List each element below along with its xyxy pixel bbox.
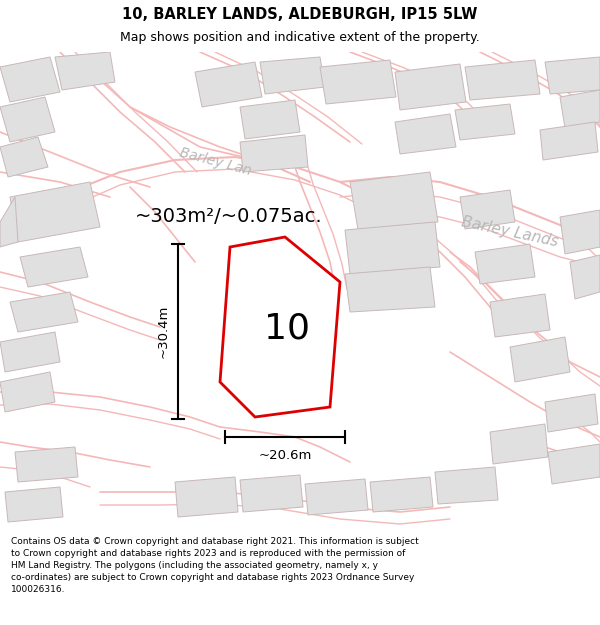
Polygon shape [510, 337, 570, 382]
Polygon shape [560, 210, 600, 254]
Text: ~20.6m: ~20.6m [259, 449, 311, 462]
Polygon shape [345, 267, 435, 312]
Polygon shape [370, 477, 433, 512]
Polygon shape [455, 104, 515, 140]
Polygon shape [560, 90, 600, 128]
Polygon shape [10, 292, 78, 332]
Polygon shape [395, 114, 456, 154]
Polygon shape [175, 477, 238, 517]
Text: Map shows position and indicative extent of the property.: Map shows position and indicative extent… [120, 31, 480, 44]
Polygon shape [20, 247, 88, 287]
Polygon shape [320, 60, 396, 104]
Text: Barley Lands: Barley Lands [460, 214, 560, 249]
Polygon shape [220, 237, 340, 417]
Polygon shape [345, 222, 440, 274]
Polygon shape [5, 487, 63, 522]
Polygon shape [490, 294, 550, 337]
Polygon shape [570, 255, 600, 299]
Polygon shape [0, 137, 48, 177]
Polygon shape [0, 197, 18, 247]
Polygon shape [548, 444, 600, 484]
Polygon shape [395, 64, 466, 110]
Text: Barley Lan: Barley Lan [178, 146, 253, 178]
Polygon shape [490, 424, 548, 464]
Text: Contains OS data © Crown copyright and database right 2021. This information is : Contains OS data © Crown copyright and d… [11, 537, 419, 594]
Text: 10: 10 [263, 312, 310, 346]
Polygon shape [195, 62, 262, 107]
Polygon shape [240, 100, 300, 139]
Polygon shape [545, 394, 598, 432]
Polygon shape [0, 332, 60, 372]
Text: ~303m²/~0.075ac.: ~303m²/~0.075ac. [135, 208, 323, 226]
Polygon shape [465, 60, 540, 100]
Text: ~30.4m: ~30.4m [157, 305, 170, 358]
Polygon shape [0, 97, 55, 142]
Polygon shape [435, 467, 498, 504]
Polygon shape [0, 57, 60, 102]
Polygon shape [460, 190, 515, 229]
Polygon shape [475, 244, 535, 284]
Polygon shape [0, 372, 55, 412]
Text: 10, BARLEY LANDS, ALDEBURGH, IP15 5LW: 10, BARLEY LANDS, ALDEBURGH, IP15 5LW [122, 6, 478, 21]
Polygon shape [545, 57, 600, 94]
Polygon shape [240, 135, 308, 172]
Polygon shape [55, 52, 115, 90]
Polygon shape [240, 475, 303, 512]
Polygon shape [305, 479, 368, 515]
Polygon shape [540, 122, 598, 160]
Polygon shape [15, 447, 78, 482]
Polygon shape [350, 172, 438, 230]
Polygon shape [260, 57, 325, 94]
Polygon shape [10, 182, 100, 242]
